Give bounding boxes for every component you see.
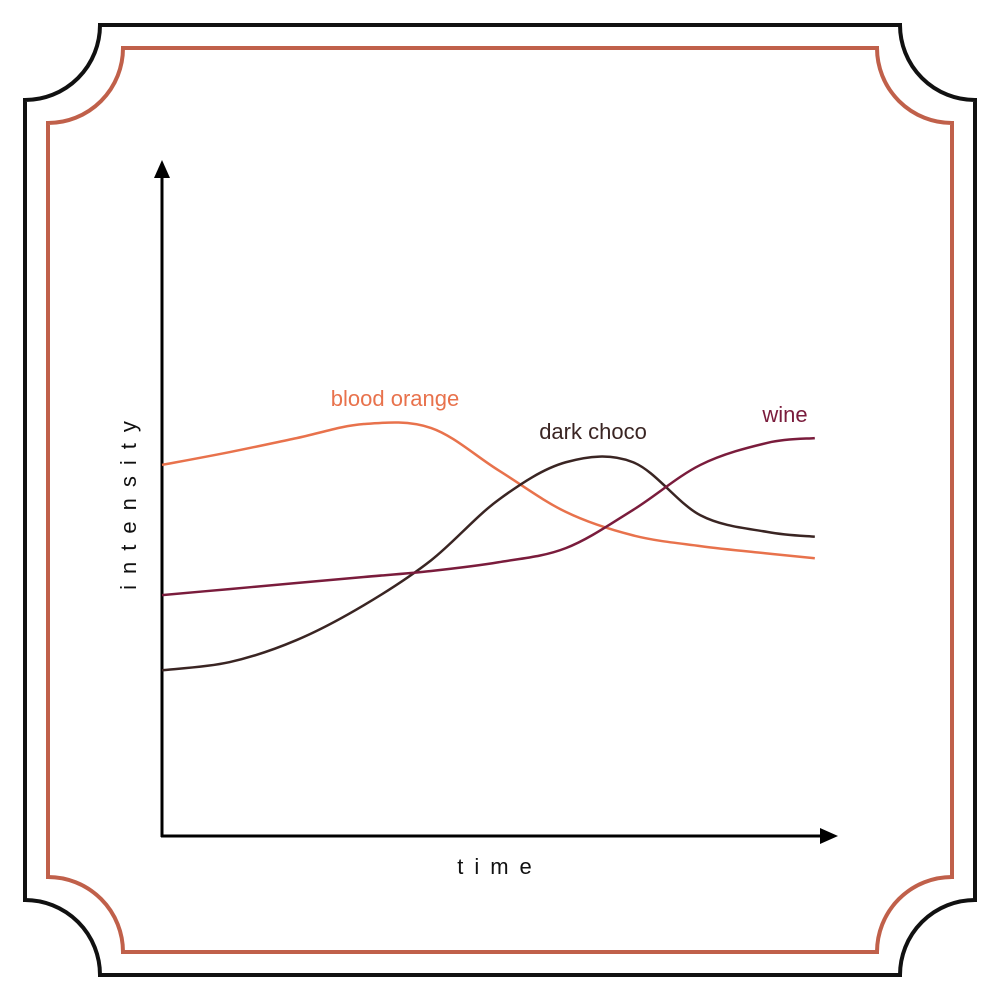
x-axis-label: time: [457, 854, 543, 879]
y-axis-arrow: [154, 160, 170, 178]
series-label: dark choco: [539, 419, 647, 444]
inner-frame: [46, 46, 954, 954]
series-line: [161, 455, 815, 672]
x-axis-arrow: [820, 828, 838, 844]
series-line: [161, 436, 815, 597]
series-line: [161, 421, 815, 560]
series-label: blood orange: [331, 386, 459, 411]
y-axis-label: intensity: [116, 410, 141, 590]
outer-frame: [23, 23, 977, 977]
series-label: wine: [761, 402, 807, 427]
